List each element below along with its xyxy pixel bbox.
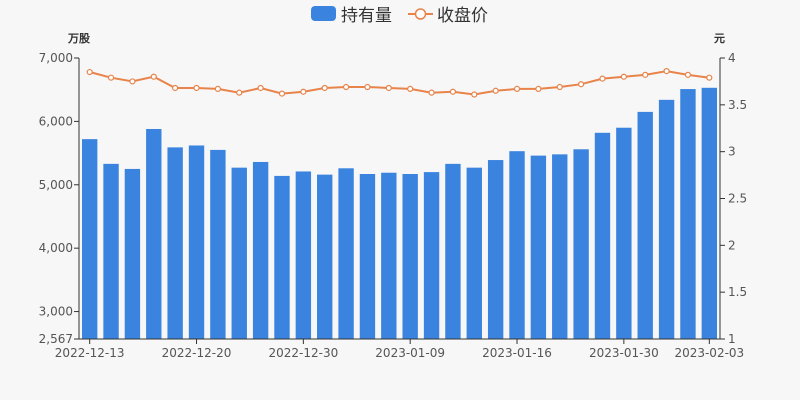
line-series-close-price [86, 68, 713, 98]
x-tick-label-2: 2022-12-30 [268, 346, 338, 360]
y-right-ticks: 1 1.5 2 2.5 3 3.5 4 [720, 51, 747, 346]
bar-holding-19 [487, 160, 504, 339]
y-left-tick-label-4: 6,000 [39, 114, 73, 128]
y-left-tick-label-5: 7,000 [39, 51, 73, 65]
bar-holding-20 [509, 151, 525, 339]
bar-holding-25 [616, 127, 632, 339]
point-close-price-13 [364, 83, 371, 91]
bar-holding-15 [402, 174, 418, 339]
bar-holding-21 [530, 155, 547, 339]
x-tick-label-3: 2023-01-09 [375, 346, 445, 360]
point-close-price-21 [535, 85, 542, 93]
point-close-price-8 [257, 84, 264, 92]
bar-holding-1 [103, 163, 119, 339]
point-close-price-29 [706, 74, 713, 81]
x-tick-label-4: 2023-01-16 [482, 346, 552, 360]
point-close-price-26 [642, 71, 649, 78]
point-close-price-15 [407, 85, 414, 93]
x-ticks: 2022-12-13 2022-12-20 2022-12-30 2023-01-09… [55, 339, 744, 360]
legend-item-holding[interactable]: 持有量 [311, 6, 392, 26]
point-close-price-5 [193, 84, 200, 92]
bar-holding-9 [274, 175, 290, 339]
point-close-price-12 [342, 83, 350, 91]
y-left-unit: 万股 [67, 32, 91, 45]
legend-bar-swatch [311, 6, 336, 21]
bar-holding-2 [124, 168, 141, 339]
bar-holding-6 [210, 149, 226, 339]
x-tick-label-6: 2023-02-03 [674, 346, 744, 360]
y-left-ticks: 2,567 3,000 4,000 5,000 6,000 7,000 [39, 51, 79, 346]
point-close-price-19 [492, 87, 499, 94]
bar-holding-8 [252, 161, 269, 339]
legend-line-marker [414, 8, 427, 20]
bar-holding-11 [317, 174, 333, 339]
point-close-price-18 [471, 91, 478, 98]
y-left-tick-label-2: 4,000 [39, 241, 73, 255]
bar-holding-18 [466, 167, 482, 339]
point-close-price-9 [278, 90, 286, 97]
point-close-price-23 [578, 81, 585, 88]
y-right-tick-label-2: 2 [728, 238, 736, 252]
point-close-price-22 [556, 83, 563, 91]
y-right-tick-label-6: 4 [728, 51, 736, 65]
bar-holding-14 [381, 172, 397, 339]
bar-holding-7 [231, 167, 247, 339]
bar-holding-10 [295, 171, 312, 339]
point-close-price-3 [150, 73, 157, 80]
y-left-tick-label-3: 5,000 [39, 178, 73, 192]
bar-holding-26 [637, 111, 653, 339]
y-right-tick-label-4: 3 [728, 145, 736, 159]
y-right-unit: 元 [714, 32, 725, 45]
bar-holding-3 [146, 128, 162, 339]
legend-item-close-price[interactable]: 收盘价 [408, 6, 488, 26]
bar-holding-17 [445, 163, 461, 339]
point-close-price-10 [300, 88, 307, 95]
bar-holding-13 [359, 174, 376, 339]
bar-series-holding [81, 87, 718, 339]
x-tick-label-5: 2023-01-30 [589, 346, 659, 360]
point-close-price-24 [599, 75, 606, 82]
point-close-price-14 [385, 84, 392, 92]
bar-holding-12 [338, 168, 354, 339]
legend-label-holding: 持有量 [341, 6, 392, 26]
point-close-price-2 [129, 78, 136, 85]
point-close-price-25 [620, 73, 627, 80]
bar-holding-22 [552, 154, 568, 339]
y-left-tick-label-1: 3,000 [39, 305, 73, 319]
bar-holding-24 [594, 132, 611, 339]
y-right-tick-label-3: 2.5 [728, 192, 747, 206]
bar-holding-0 [81, 139, 98, 339]
bar-holding-29 [701, 87, 718, 339]
point-close-price-20 [513, 85, 521, 93]
point-close-price-7 [236, 89, 243, 96]
point-close-price-27 [663, 68, 670, 75]
bar-holding-27 [658, 99, 675, 339]
bar-holding-28 [680, 89, 696, 339]
bar-holding-23 [573, 149, 589, 339]
point-close-price-4 [172, 84, 179, 92]
x-tick-label-1: 2022-12-20 [162, 346, 232, 360]
point-close-price-0 [86, 68, 93, 76]
legend[interactable]: 持有量 收盘价 [311, 6, 488, 26]
y-left-tick-label-0: 2,567 [39, 332, 73, 346]
y-right-tick-label-0: 1 [728, 332, 736, 346]
point-close-price-1 [107, 74, 115, 81]
point-close-price-17 [449, 88, 457, 95]
bar-holding-5 [188, 145, 205, 339]
bar-holding-4 [167, 147, 183, 339]
y-right-tick-label-1: 1.5 [728, 285, 747, 299]
point-close-price-6 [214, 85, 221, 93]
bar-holding-16 [423, 172, 440, 339]
y-right-tick-label-5: 3.5 [728, 98, 747, 112]
point-close-price-16 [428, 89, 435, 96]
line-close-price-path [89, 70, 710, 96]
point-close-price-28 [684, 71, 692, 78]
point-close-price-11 [321, 84, 328, 92]
legend-label-close-price: 收盘价 [437, 6, 488, 26]
x-tick-label-0: 2022-12-13 [55, 346, 125, 360]
